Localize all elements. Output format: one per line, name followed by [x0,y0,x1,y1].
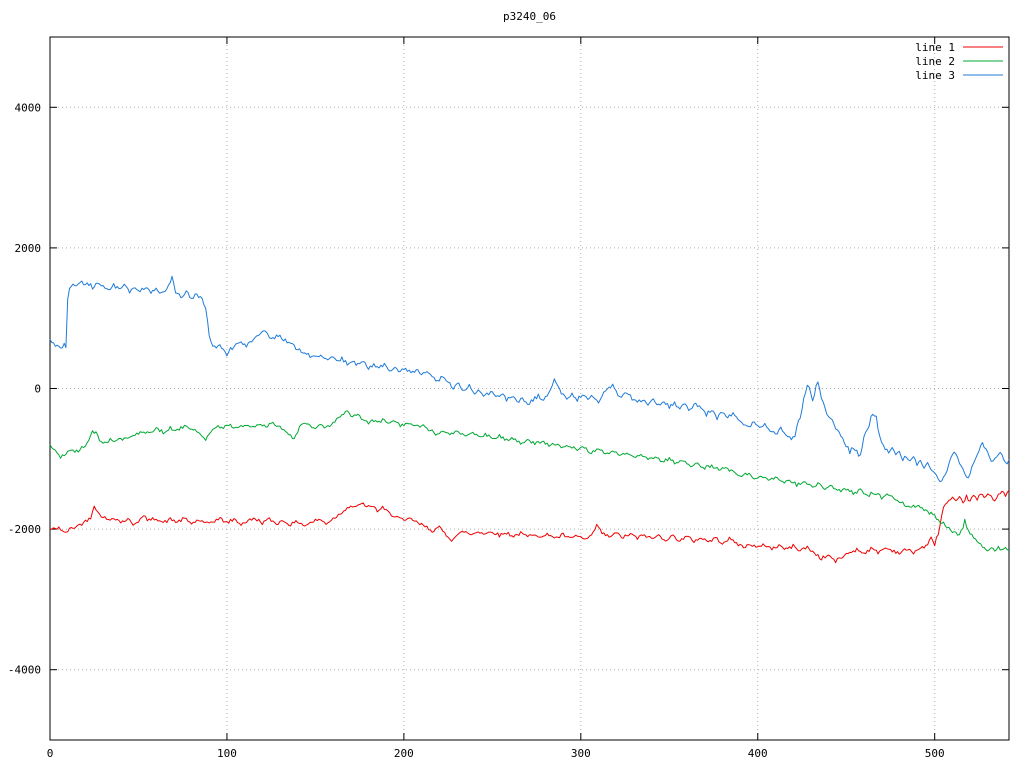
legend-label-line-3: line 3 [915,69,955,82]
x-tick-label: 300 [571,747,591,760]
x-tick-label: 400 [748,747,768,760]
plot-border [49,36,1010,741]
y-tick-label: -2000 [8,523,41,536]
x-tick-label: 0 [47,747,54,760]
x-tick-label: 100 [217,747,237,760]
y-tick-label: 0 [34,383,41,396]
x-tick-label: 200 [394,747,414,760]
chart-title: p3240_06 [503,10,556,23]
series-line-1 [49,489,1010,564]
y-tick-label: 4000 [15,101,42,114]
x-tick-label: 500 [925,747,945,760]
y-tick-label: 2000 [15,242,42,255]
y-tick-label: -4000 [8,664,41,677]
series-line-2 [49,410,1010,552]
legend-label-line-2: line 2 [915,55,955,68]
series-line-3 [49,275,1010,483]
legend-label-line-1: line 1 [915,41,955,54]
